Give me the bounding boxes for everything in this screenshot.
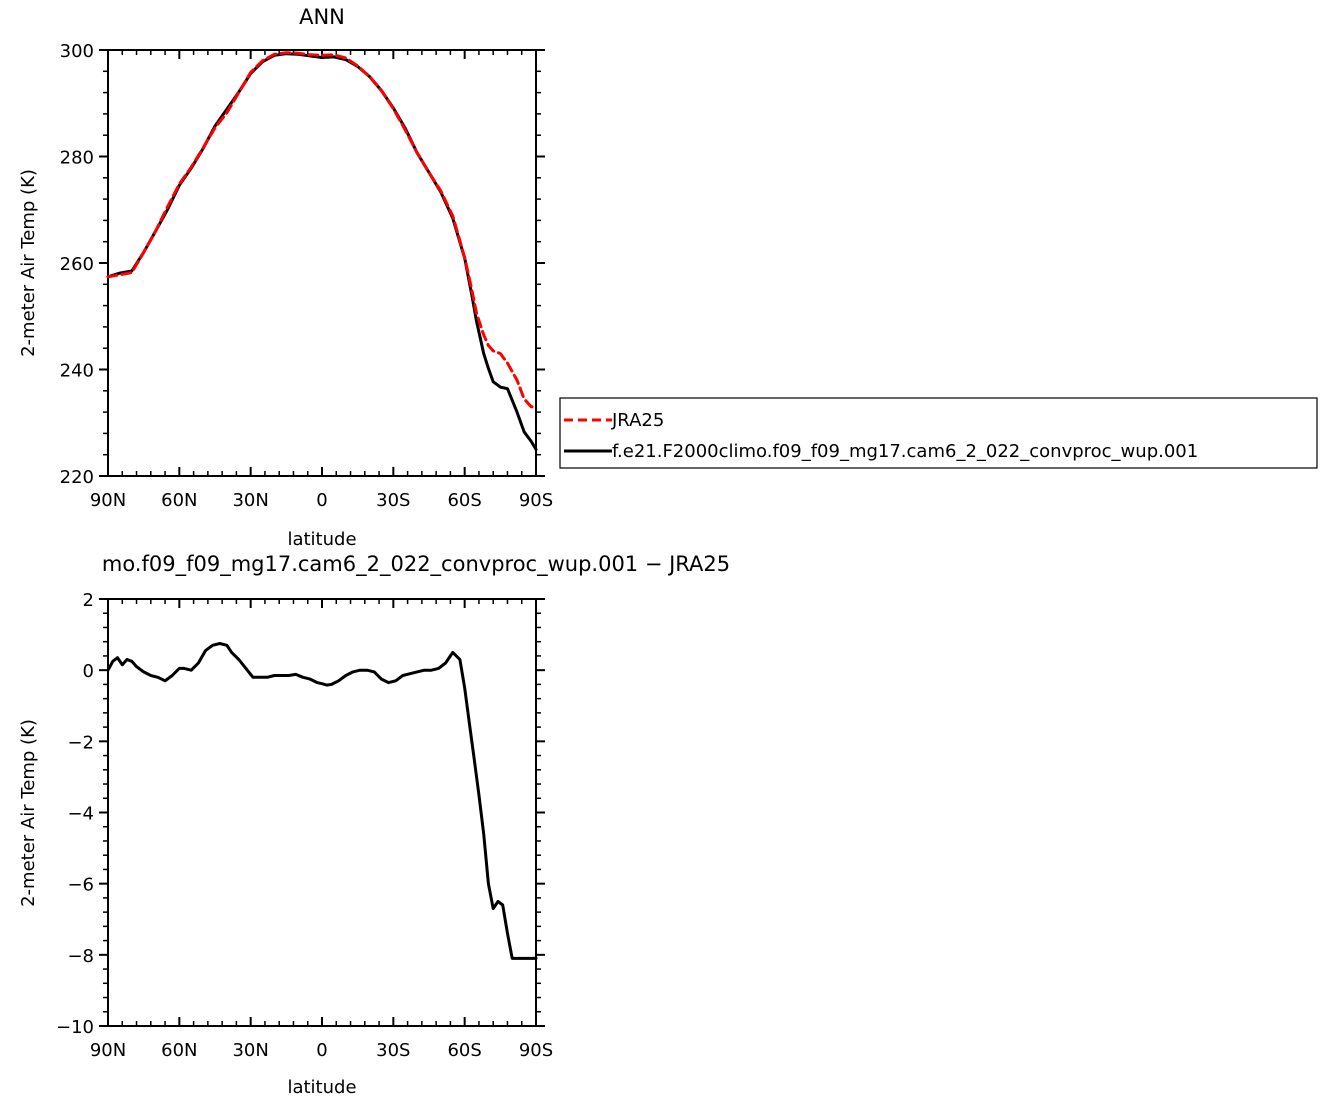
x-tick-label: 60S xyxy=(447,490,481,511)
y-tick-label: 240 xyxy=(60,361,94,382)
y-tick-label: −8 xyxy=(67,946,94,967)
x-tick-label: 60N xyxy=(161,1040,197,1061)
legend: JRA25 f.e21.F2000climo.f09_f09_mg17.cam6… xyxy=(559,397,1318,469)
bottom-panel-plot-area xyxy=(107,598,537,1027)
y-tick-label: 280 xyxy=(60,148,94,169)
bottom-panel-series xyxy=(106,642,538,960)
legend-label-model: f.e21.F2000climo.f09_f09_mg17.cam6_2_022… xyxy=(612,441,1198,462)
y-tick-label: 0 xyxy=(83,661,94,682)
bottom-panel: mo.f09_f09_mg17.cam6_2_022_convproc_wup.… xyxy=(18,552,730,1098)
y-tick-label: −2 xyxy=(67,732,94,753)
legend-box xyxy=(559,397,1318,469)
x-tick-label: 30S xyxy=(376,1040,410,1061)
y-tick-label: 220 xyxy=(60,467,94,488)
series-line-1 xyxy=(106,642,538,960)
top-panel: ANN 90N 60N 30N 0 30S 60S 90S 220 240 260 280 300 l… xyxy=(18,5,553,550)
x-tick-label: 30N xyxy=(232,490,268,511)
x-tick-label: 90S xyxy=(519,490,553,511)
x-tick-label: 0 xyxy=(316,490,327,511)
series-line-jra25 xyxy=(106,51,538,409)
y-tick-label: 260 xyxy=(60,254,94,275)
x-tick-label: 30S xyxy=(376,490,410,511)
bottom-panel-xlabel: latitude xyxy=(287,1077,356,1098)
top-panel-ticks: 90N 60N 30N 0 30S 60S 90S 220 240 260 280 300 xyxy=(60,41,554,511)
x-tick-label: 30N xyxy=(232,1040,268,1061)
y-tick-label: −10 xyxy=(56,1017,94,1038)
bottom-panel-ylabel: 2-meter Air Temp (K) xyxy=(18,719,39,907)
bottom-panel-title: mo.f09_f09_mg17.cam6_2_022_convproc_wup.… xyxy=(102,552,730,577)
bottom-panel-ticks: 90N 60N 30N 0 30S 60S 90S −10 −8 −6 −4 −2 0 2 xyxy=(56,590,553,1061)
x-tick-label: 0 xyxy=(316,1040,327,1061)
y-tick-label: 300 xyxy=(60,41,94,62)
top-panel-xlabel: latitude xyxy=(287,529,356,550)
y-tick-label: −6 xyxy=(67,875,94,896)
top-panel-ylabel: 2-meter Air Temp (K) xyxy=(18,169,39,357)
legend-label-jra25: JRA25 xyxy=(611,410,664,431)
top-panel-series xyxy=(106,51,538,451)
x-tick-label: 90N xyxy=(90,490,126,511)
x-tick-label: 90N xyxy=(90,1040,126,1061)
x-tick-label: 60N xyxy=(161,490,197,511)
x-tick-label: 90S xyxy=(519,1040,553,1061)
top-panel-plot-area xyxy=(107,49,537,477)
series-line-f-e21-f2000climo-f09-f09-mg17-cam6-2-022-convproc-wup-001 xyxy=(106,52,538,451)
y-tick-label: −4 xyxy=(67,804,94,825)
y-tick-label: 2 xyxy=(83,590,94,611)
top-panel-title: ANN xyxy=(299,5,345,29)
x-tick-label: 60S xyxy=(447,1040,481,1061)
